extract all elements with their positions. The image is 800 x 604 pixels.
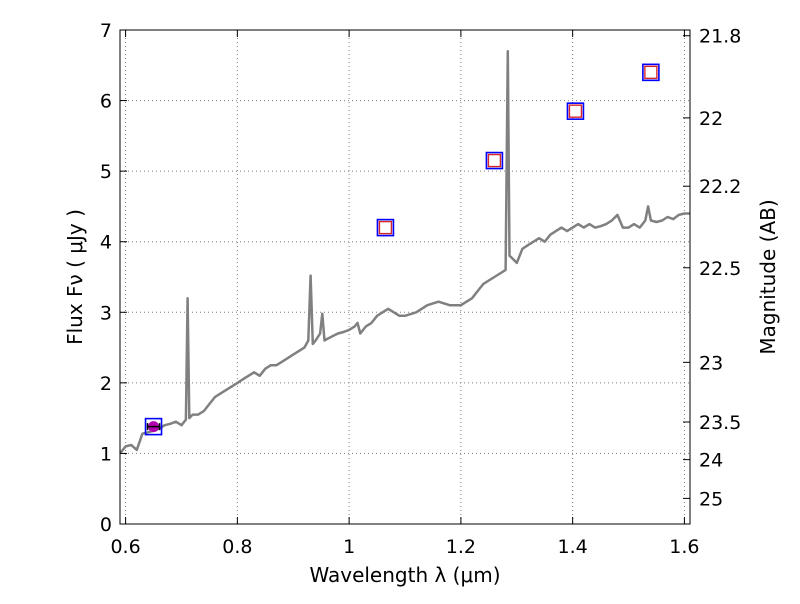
observed-flux-marker: [644, 65, 658, 80]
plot-area: [120, 30, 690, 524]
x-tick-label: 1.2: [446, 536, 476, 558]
series-layer: [119, 49, 690, 455]
photometry-point: [144, 417, 163, 436]
photometry-point: [485, 151, 504, 170]
y-axis-label: Flux Fν ( μJy ): [63, 209, 87, 345]
observed-flux-marker: [487, 153, 502, 168]
x-tick-label: 1.6: [669, 536, 699, 558]
x-axis-label: Wavelength λ (μm): [309, 563, 500, 587]
right-tick-label: 21.8: [699, 26, 741, 48]
right-tick-label: 25: [699, 488, 723, 510]
right-tick-label: 23: [699, 352, 723, 374]
y-tick-label: 7: [100, 20, 112, 42]
model-flux-marker: [144, 417, 163, 436]
y-tick-label: 1: [100, 443, 112, 465]
right-tick-label: 22.2: [699, 176, 741, 198]
model-flux-marker: [376, 218, 395, 237]
observed-flux-marker: [568, 104, 583, 118]
right-axis: 21.8 22 22.2 22.5 23 23.5 24 25: [683, 26, 741, 510]
y-tick-label: 4: [100, 232, 112, 254]
right-axis-label: Magnitude (AB): [756, 199, 780, 354]
y-tick-label: 2: [100, 373, 112, 395]
photometry-point: [566, 102, 585, 120]
x-tick-label: 1: [343, 536, 355, 558]
right-tick-label: 23.5: [699, 412, 741, 434]
y-tick-label: 3: [100, 302, 112, 324]
right-tick-label: 22: [699, 108, 723, 130]
x-tick-label: 0.8: [222, 536, 252, 558]
photometry-points: [144, 63, 660, 436]
plot-frame: [119, 29, 691, 525]
right-tick-label: 22.5: [699, 258, 741, 280]
y-tick-label: 0: [100, 514, 112, 536]
spectrum-line: [119, 49, 690, 455]
model-flux-marker: [642, 63, 660, 82]
x-tick-label: 0.6: [110, 536, 140, 558]
y-tick-label: 6: [100, 91, 112, 113]
y-axis: 0 1 2 3 4 5 6 7: [100, 20, 127, 536]
photometry-point: [376, 218, 395, 237]
model-flux-marker: [566, 102, 585, 120]
y-tick-label: 5: [100, 161, 112, 183]
right-tick-label: 24: [699, 450, 723, 472]
x-axis: 0.6 0.8 1 1.2 1.4 1.6: [110, 30, 700, 558]
photometry-point: [642, 63, 660, 82]
observed-flux-marker: [378, 220, 393, 235]
x-tick-label: 1.4: [558, 536, 588, 558]
model-flux-marker: [485, 151, 504, 170]
